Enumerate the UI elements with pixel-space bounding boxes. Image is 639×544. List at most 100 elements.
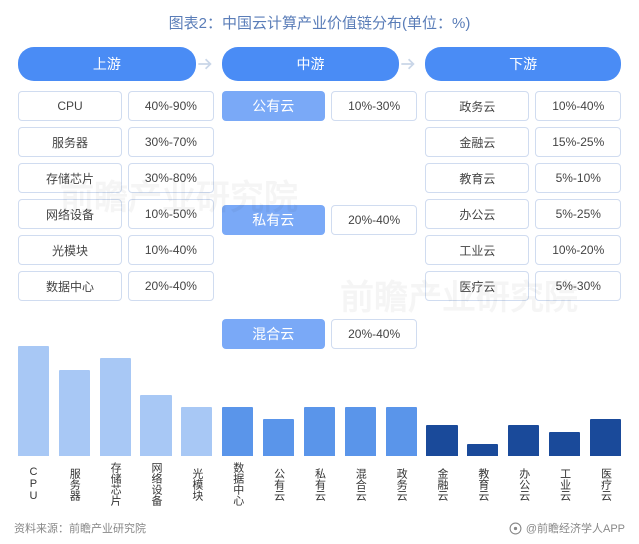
bar: 数据中心 (218, 343, 257, 508)
midstream-header: 中游 (222, 47, 400, 81)
item-label: 私有云 (222, 205, 325, 235)
downstream-item: 医疗云 5%-30% (425, 271, 621, 301)
bar-label: CPU (27, 460, 39, 508)
source-text: 资料来源：前瞻产业研究院 (14, 520, 146, 536)
bar-rect (18, 346, 49, 456)
footer: 资料来源：前瞻产业研究院 @前瞻经济学人APP (14, 520, 625, 536)
item-label: 网络设备 (18, 199, 122, 229)
bar: CPU (14, 343, 53, 508)
item-label: 医疗云 (425, 271, 529, 301)
upstream-item: 网络设备 10%-50% (18, 199, 214, 229)
bar-label: 服务器 (66, 460, 82, 508)
item-range: 5%-25% (535, 199, 621, 229)
bar: 服务器 (55, 343, 94, 508)
bar-rect (222, 407, 253, 456)
arrow-icon (194, 53, 216, 75)
item-range: 10%-30% (331, 91, 417, 121)
bar-rect (304, 407, 335, 456)
downstream-item: 政务云 10%-40% (425, 91, 621, 121)
bar: 混合云 (341, 343, 380, 508)
downstream-item: 工业云 10%-20% (425, 235, 621, 265)
item-label: 教育云 (425, 163, 529, 193)
bar-label: 混合云 (352, 460, 368, 508)
bar: 网络设备 (137, 343, 176, 508)
bar: 存储芯片 (96, 343, 135, 508)
bar-label: 数据中心 (230, 460, 246, 508)
bar: 工业云 (545, 343, 584, 508)
bar-label: 存储芯片 (107, 460, 123, 508)
bar: 金融云 (423, 343, 462, 508)
downstream-header: 下游 (425, 47, 621, 81)
item-range: 20%-40% (128, 271, 214, 301)
upstream-item: 服务器 30%-70% (18, 127, 214, 157)
item-label: 数据中心 (18, 271, 122, 301)
bar-rect (100, 358, 131, 456)
credit-text: @前瞻经济学人APP (509, 520, 625, 536)
bar-label: 金融云 (434, 460, 450, 508)
bar: 政务云 (382, 343, 421, 508)
bar-label: 私有云 (311, 460, 327, 508)
bar-label: 教育云 (475, 460, 491, 508)
item-label: 办公云 (425, 199, 529, 229)
bar-label: 政务云 (393, 460, 409, 508)
bar-rect (386, 407, 417, 456)
bar-rect (590, 419, 621, 456)
item-range: 5%-30% (535, 271, 621, 301)
item-range: 30%-70% (128, 127, 214, 157)
bar-rect (140, 395, 171, 456)
bar-label: 办公云 (516, 460, 532, 508)
bar: 办公云 (504, 343, 543, 508)
item-label: 存储芯片 (18, 163, 122, 193)
bar-label: 公有云 (271, 460, 287, 508)
bar: 私有云 (300, 343, 339, 508)
midstream-column: 中游 公有云 10%-30%私有云 20%-40%混合云 20%-40% (222, 47, 418, 349)
item-label: 金融云 (425, 127, 529, 157)
midstream-item: 公有云 10%-30% (222, 91, 418, 121)
bar-rect (426, 425, 457, 456)
bar-label: 医疗云 (597, 460, 613, 508)
bar-label: 网络设备 (148, 460, 164, 508)
item-range: 20%-40% (331, 205, 417, 235)
midstream-item: 私有云 20%-40% (222, 205, 418, 235)
upstream-header: 上游 (18, 47, 196, 81)
item-label: 服务器 (18, 127, 122, 157)
bar: 公有云 (259, 343, 298, 508)
item-range: 10%-50% (128, 199, 214, 229)
bar-label: 工业云 (557, 460, 573, 508)
value-chain-columns: 上游 CPU 40%-90%服务器 30%-70%存储芯片 30%-80%网络设… (0, 47, 639, 349)
bar-rect (345, 407, 376, 456)
item-range: 30%-80% (128, 163, 214, 193)
downstream-column: 下游 政务云 10%-40%金融云 15%-25%教育云 5%-10%办公云 5… (425, 47, 621, 349)
bar-rect (181, 407, 212, 456)
upstream-item: 存储芯片 30%-80% (18, 163, 214, 193)
bar-label: 光模块 (189, 460, 205, 508)
bar-rect (549, 432, 580, 456)
logo-icon (509, 522, 522, 535)
item-label: 工业云 (425, 235, 529, 265)
item-range: 5%-10% (535, 163, 621, 193)
upstream-item: 数据中心 20%-40% (18, 271, 214, 301)
item-label: CPU (18, 91, 122, 121)
arrow-icon (397, 53, 419, 75)
bar-chart: CPU 服务器 存储芯片 网络设备 光模块 数据中心 公有云 私有云 混合云 政… (14, 343, 625, 508)
upstream-item: 光模块 10%-40% (18, 235, 214, 265)
item-range: 10%-40% (535, 91, 621, 121)
bar-rect (467, 444, 498, 456)
bar: 教育云 (463, 343, 502, 508)
bar: 光模块 (177, 343, 216, 508)
downstream-item: 金融云 15%-25% (425, 127, 621, 157)
downstream-item: 教育云 5%-10% (425, 163, 621, 193)
bar-rect (508, 425, 539, 456)
bar-rect (59, 370, 90, 456)
chart-title: 图表2：中国云计算产业价值链分布(单位：%) (0, 0, 639, 47)
item-range: 10%-40% (128, 235, 214, 265)
item-range: 40%-90% (128, 91, 214, 121)
upstream-item: CPU 40%-90% (18, 91, 214, 121)
downstream-item: 办公云 5%-25% (425, 199, 621, 229)
bar-rect (263, 419, 294, 456)
item-range: 10%-20% (535, 235, 621, 265)
item-label: 公有云 (222, 91, 325, 121)
item-label: 光模块 (18, 235, 122, 265)
upstream-column: 上游 CPU 40%-90%服务器 30%-70%存储芯片 30%-80%网络设… (18, 47, 214, 349)
bar: 医疗云 (586, 343, 625, 508)
